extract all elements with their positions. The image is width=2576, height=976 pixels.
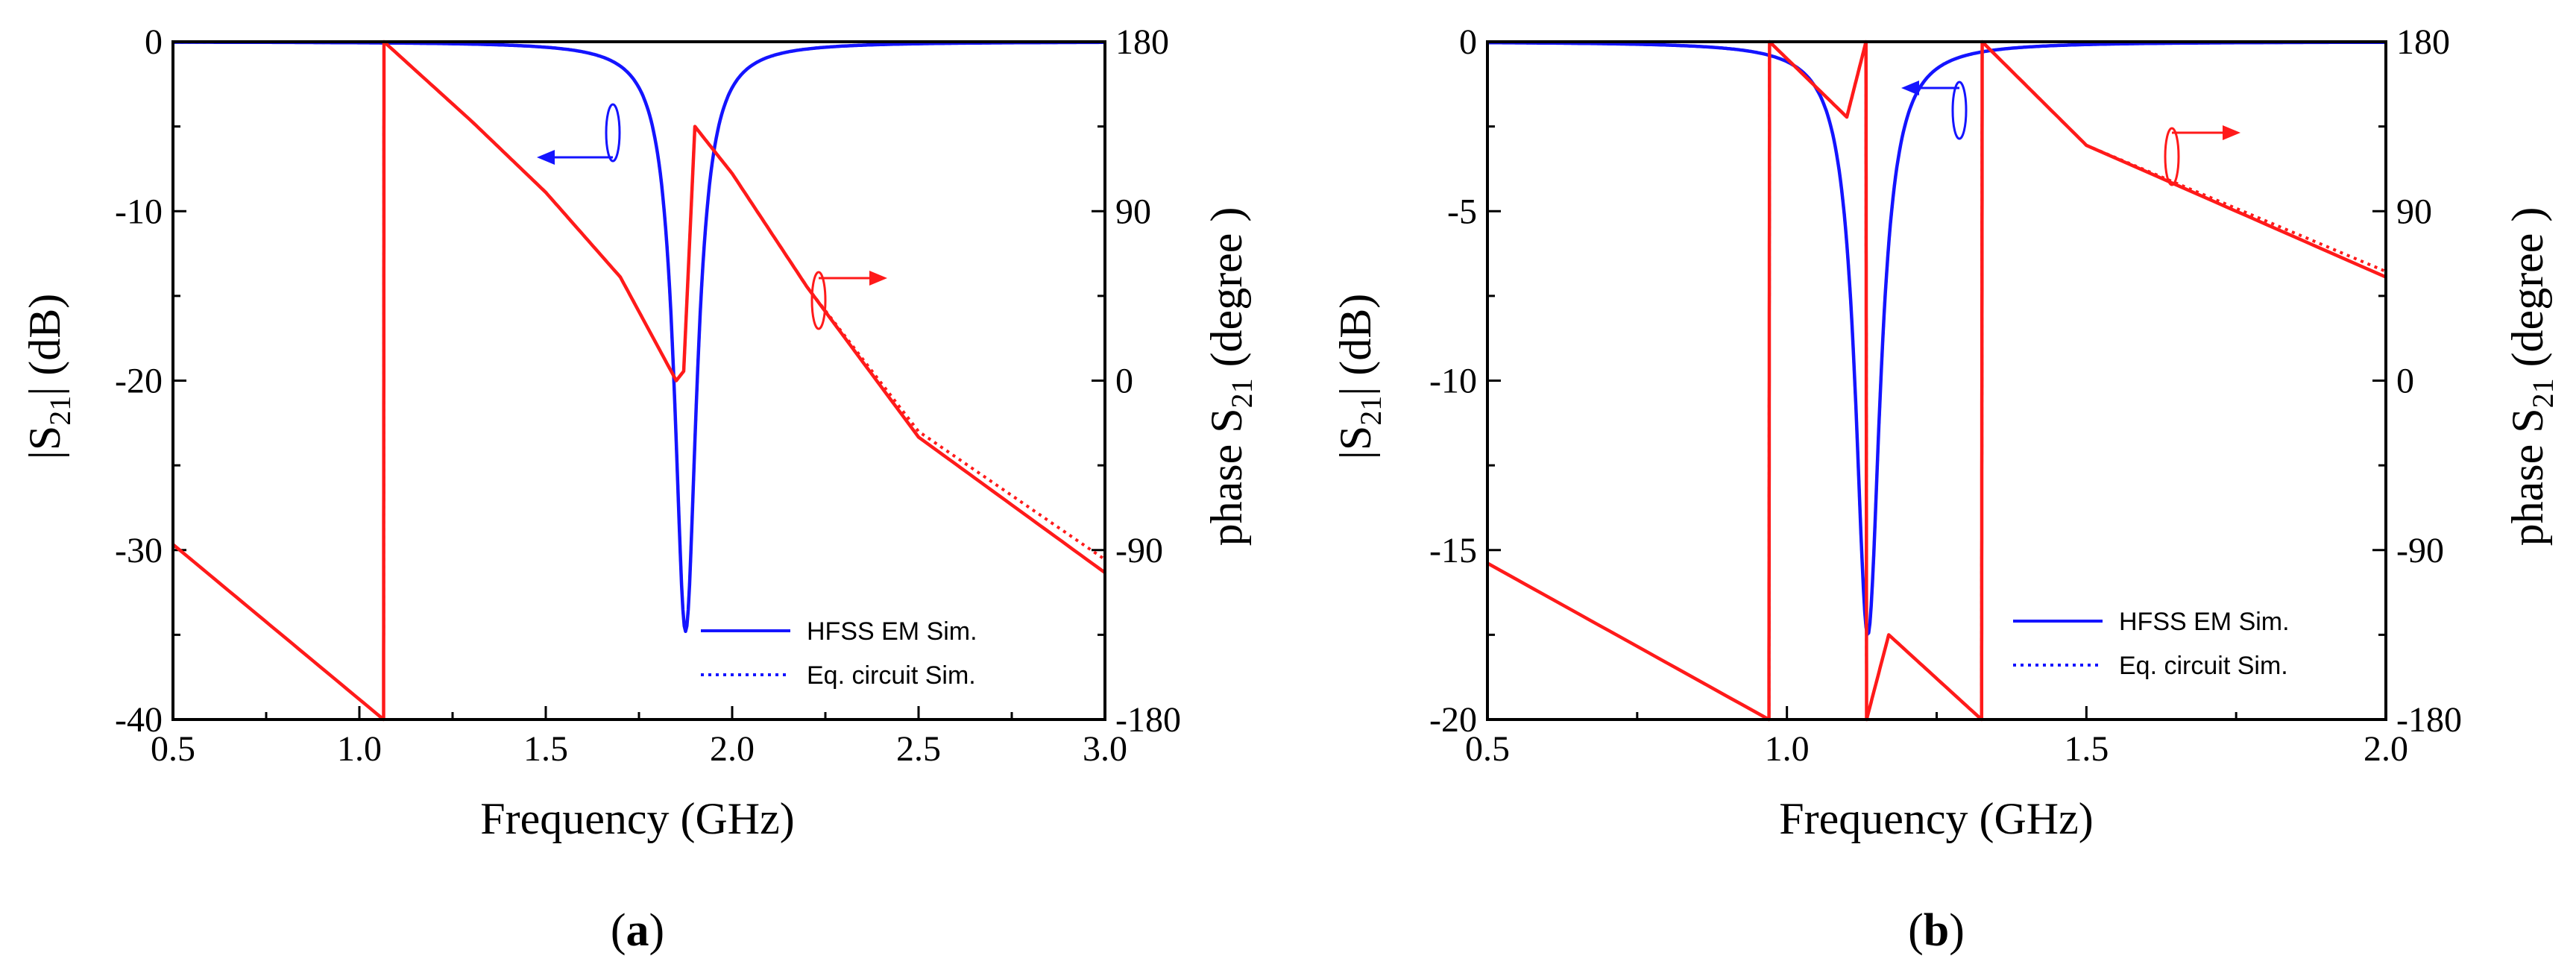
y-left-tick-label: -30: [115, 531, 163, 570]
y-right-tick-label: -90: [1115, 531, 1163, 570]
y-right-tick-label: -180: [1115, 700, 1181, 740]
y-right-tick-label: 180: [2396, 22, 2450, 62]
x-tick-label: 1.5: [523, 729, 568, 769]
y-right-tick-label: 90: [2396, 192, 2432, 231]
x-tick-label: 3.0: [1083, 729, 1127, 769]
y-left-tick-label: -10: [115, 192, 163, 231]
annotation-blue-arrow-a: [537, 103, 621, 165]
y-left-ticks-a: -40 -30 -20 -10 0: [115, 22, 186, 740]
y-left-tick-label: -10: [1429, 362, 1477, 401]
y-right-tick-label: 0: [2396, 362, 2414, 401]
chart-panel-a: 0.5 1.0 1.5 2.0 2.5 3.0 -40 -30 -20 -10 0 -180 -90…: [20, 22, 1259, 956]
y-left-tick-label: -20: [1429, 700, 1477, 740]
legend-label-1-a: HFSS EM Sim.: [807, 617, 977, 646]
plot-frame-a: [171, 40, 1106, 721]
series-line-red-dotted: [171, 40, 1106, 721]
series-line-blue-solid: [172, 40, 1106, 634]
y-right-axis-title-b: phase S21 (degree ): [2503, 207, 2560, 547]
x-tick-label: 1.5: [2064, 729, 2109, 769]
x-tick-label: 2.5: [896, 729, 941, 769]
y-right-axis-title-a: phase S21 (degree ): [1202, 207, 1259, 547]
y-left-axis-title-a: |S21| (dB): [20, 294, 77, 459]
annotation-blue-arrow-b: [1901, 81, 1968, 140]
plot-frame-b: [1486, 40, 2387, 721]
annotation-red-arrow-b: [2164, 125, 2240, 186]
caption-b: (b): [1908, 905, 1965, 956]
series-line-blue-dotted: [1487, 40, 2387, 636]
y-left-ticks-b: -20 -15 -10 -5 0: [1429, 22, 1501, 740]
x-tick-label: 0.5: [151, 729, 195, 769]
y-right-tick-label: 180: [1115, 22, 1169, 62]
y-left-tick-label: -15: [1429, 531, 1477, 570]
y-right-tick-label: 0: [1115, 362, 1133, 401]
series-line-blue-dotted: [172, 40, 1106, 633]
x-tick-label: 1.0: [1765, 729, 1810, 769]
x-tick-label: 1.0: [337, 729, 382, 769]
y-left-tick-label: -5: [1447, 192, 1477, 231]
x-tick-label: 2.0: [2364, 729, 2408, 769]
y-left-tick-label: 0: [1459, 22, 1477, 62]
y-left-tick-label: -20: [115, 362, 163, 401]
y-right-tick-label: -180: [2396, 700, 2462, 740]
chart-panel-b: 0.5 1.0 1.5 2.0 -20-15-10-50 -180-90090180 …: [1331, 22, 2560, 956]
y-right-ticks-a: -180 -90 0 90 180: [1092, 22, 1181, 740]
y-left-tick-label: -40: [115, 700, 163, 740]
y-left-axis-title-b: |S21| (dB): [1331, 294, 1388, 459]
x-axis-title-b: Frequency (GHz): [1779, 794, 2094, 843]
y-right-ticks-b: -180 -90 0 90 180: [2372, 22, 2462, 740]
legend-label-2-a: Eq. circuit Sim.: [807, 661, 976, 690]
x-tick-label: 2.0: [710, 729, 755, 769]
x-axis-title-a: Frequency (GHz): [480, 794, 795, 843]
legend-label-1-b: HFSS EM Sim.: [2119, 608, 2290, 636]
y-right-tick-label: 90: [1115, 192, 1151, 231]
caption-a: (a): [611, 905, 664, 956]
x-tick-label: 0.5: [1465, 729, 1510, 769]
x-ticks-b: 0.5 1.0 1.5 2.0: [1465, 706, 2408, 769]
legend-label-2-b: Eq. circuit Sim.: [2119, 652, 2288, 680]
y-right-tick-label: -90: [2396, 531, 2444, 570]
x-ticks-a: 0.5 1.0 1.5 2.0 2.5 3.0: [151, 706, 1127, 769]
legend-b: HFSS EM Sim. Eq. circuit Sim.: [2013, 608, 2290, 680]
y-left-tick-label: 0: [145, 22, 163, 62]
annotation-red-arrow-a: [810, 271, 887, 330]
legend-a: HFSS EM Sim. Eq. circuit Sim.: [701, 617, 977, 690]
series-line-blue-solid: [1487, 40, 2387, 636]
